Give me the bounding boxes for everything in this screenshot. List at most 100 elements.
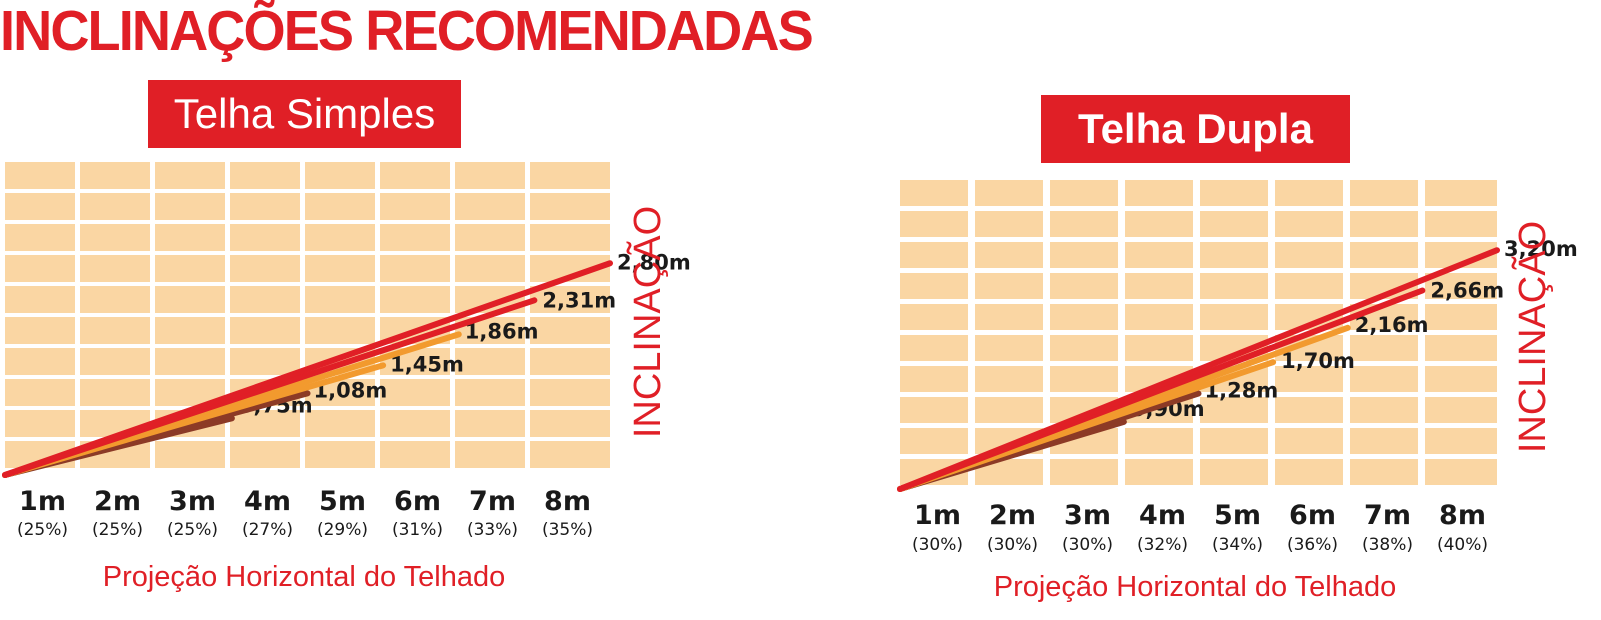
roof-tile <box>975 397 1043 423</box>
roof-tile <box>1200 397 1268 423</box>
value-label-simples-3: 1,86m <box>465 319 539 343</box>
roof-tile <box>230 255 300 282</box>
roof-tile <box>305 286 375 313</box>
roof-tile <box>1050 335 1118 361</box>
roof-tile <box>1125 273 1193 299</box>
roof-tile <box>230 317 300 344</box>
value-label-simples-2: 1,45m <box>390 352 464 376</box>
roof-tile <box>155 317 225 344</box>
roof-tile <box>1425 428 1497 454</box>
roof-tile <box>305 162 375 189</box>
roof-tile <box>975 211 1043 237</box>
roof-tile <box>5 379 75 406</box>
roof-tile <box>1275 180 1343 206</box>
roof-tile <box>5 348 75 375</box>
roof-tile <box>530 379 610 406</box>
roof-tile <box>530 348 610 375</box>
roof-tile <box>1200 180 1268 206</box>
roof-tile <box>230 286 300 313</box>
roof-tile <box>455 224 525 251</box>
roof-tile <box>530 286 610 313</box>
roof-tile <box>900 366 968 392</box>
slope-label-dupla-3: (32%) <box>1137 535 1188 555</box>
roof-tile <box>1200 304 1268 330</box>
roof-tile <box>1425 397 1497 423</box>
slope-label-simples-5: (31%) <box>392 520 443 540</box>
roof-tile <box>1275 273 1343 299</box>
roof-tile <box>455 410 525 437</box>
roof-tile <box>1275 428 1343 454</box>
slope-label-dupla-0: (30%) <box>912 535 963 555</box>
roof-tile <box>900 180 968 206</box>
roof-tile <box>530 410 610 437</box>
roof-tile <box>80 348 150 375</box>
roof-tile <box>1200 211 1268 237</box>
roof-tile <box>455 255 525 282</box>
x-tick-label-dupla-1: 2m <box>989 500 1036 531</box>
roof-tile <box>1350 428 1418 454</box>
roof-tile <box>455 379 525 406</box>
roof-tile <box>305 410 375 437</box>
roof-tile <box>900 211 968 237</box>
slope-label-simples-3: (27%) <box>242 520 293 540</box>
roof-tile <box>5 162 75 189</box>
roof-tile <box>380 379 450 406</box>
main-title: INCLINAÇÕES RECOMENDADAS <box>0 0 814 63</box>
roof-tile <box>530 224 610 251</box>
roof-tile <box>305 441 375 468</box>
roof-tile <box>1350 366 1418 392</box>
roof-tile <box>5 193 75 220</box>
roof-tile <box>1125 335 1193 361</box>
roof-tile <box>230 441 300 468</box>
roof-tile <box>230 193 300 220</box>
roof-tile <box>380 410 450 437</box>
roof-tile <box>1350 304 1418 330</box>
roof-tile <box>1425 304 1497 330</box>
roof-tile <box>530 441 610 468</box>
roof-tile <box>1125 180 1193 206</box>
roof-tile <box>80 379 150 406</box>
roof-tile <box>5 224 75 251</box>
roof-tile <box>380 286 450 313</box>
value-label-dupla-2: 1,70m <box>1281 349 1355 373</box>
slope-label-dupla-7: (40%) <box>1437 535 1488 555</box>
roof-tile <box>1050 459 1118 485</box>
roof-tile <box>155 224 225 251</box>
x-tick-label-dupla-0: 1m <box>914 500 961 531</box>
roof-tile <box>1050 211 1118 237</box>
roof-tile <box>230 224 300 251</box>
roof-tile <box>900 242 968 268</box>
roof-tile <box>1350 335 1418 361</box>
roof-tile <box>230 162 300 189</box>
roof-tile <box>900 428 968 454</box>
slope-label-dupla-6: (38%) <box>1362 535 1413 555</box>
roof-tile <box>80 224 150 251</box>
x-axis-label-dupla: Projeção Horizontal do Telhado <box>994 571 1397 603</box>
roof-tile <box>155 441 225 468</box>
y-axis-label-simples: INCLINAÇÃO <box>626 206 669 438</box>
roof-tile <box>900 273 968 299</box>
slope-label-dupla-4: (34%) <box>1212 535 1263 555</box>
slope-label-simples-7: (35%) <box>542 520 593 540</box>
value-label-dupla-4: 2,66m <box>1430 278 1504 302</box>
roof-tile <box>305 193 375 220</box>
roof-tile <box>1425 366 1497 392</box>
roof-tile <box>900 335 968 361</box>
roof-tile <box>900 304 968 330</box>
roof-tile <box>1050 242 1118 268</box>
roof-tile <box>1125 428 1193 454</box>
roof-tile <box>975 242 1043 268</box>
roof-tile <box>975 335 1043 361</box>
roof-tile <box>1350 211 1418 237</box>
roof-tile <box>1125 459 1193 485</box>
slope-label-simples-0: (25%) <box>17 520 68 540</box>
roof-tile <box>380 441 450 468</box>
roof-tile <box>1200 428 1268 454</box>
x-tick-label-dupla-6: 7m <box>1364 500 1411 531</box>
roof-tile <box>1350 459 1418 485</box>
x-axis-label-simples: Projeção Horizontal do Telhado <box>103 561 506 593</box>
roof-tile <box>380 193 450 220</box>
roof-tile <box>230 410 300 437</box>
x-tick-label-dupla-4: 5m <box>1214 500 1261 531</box>
roof-tile <box>305 317 375 344</box>
